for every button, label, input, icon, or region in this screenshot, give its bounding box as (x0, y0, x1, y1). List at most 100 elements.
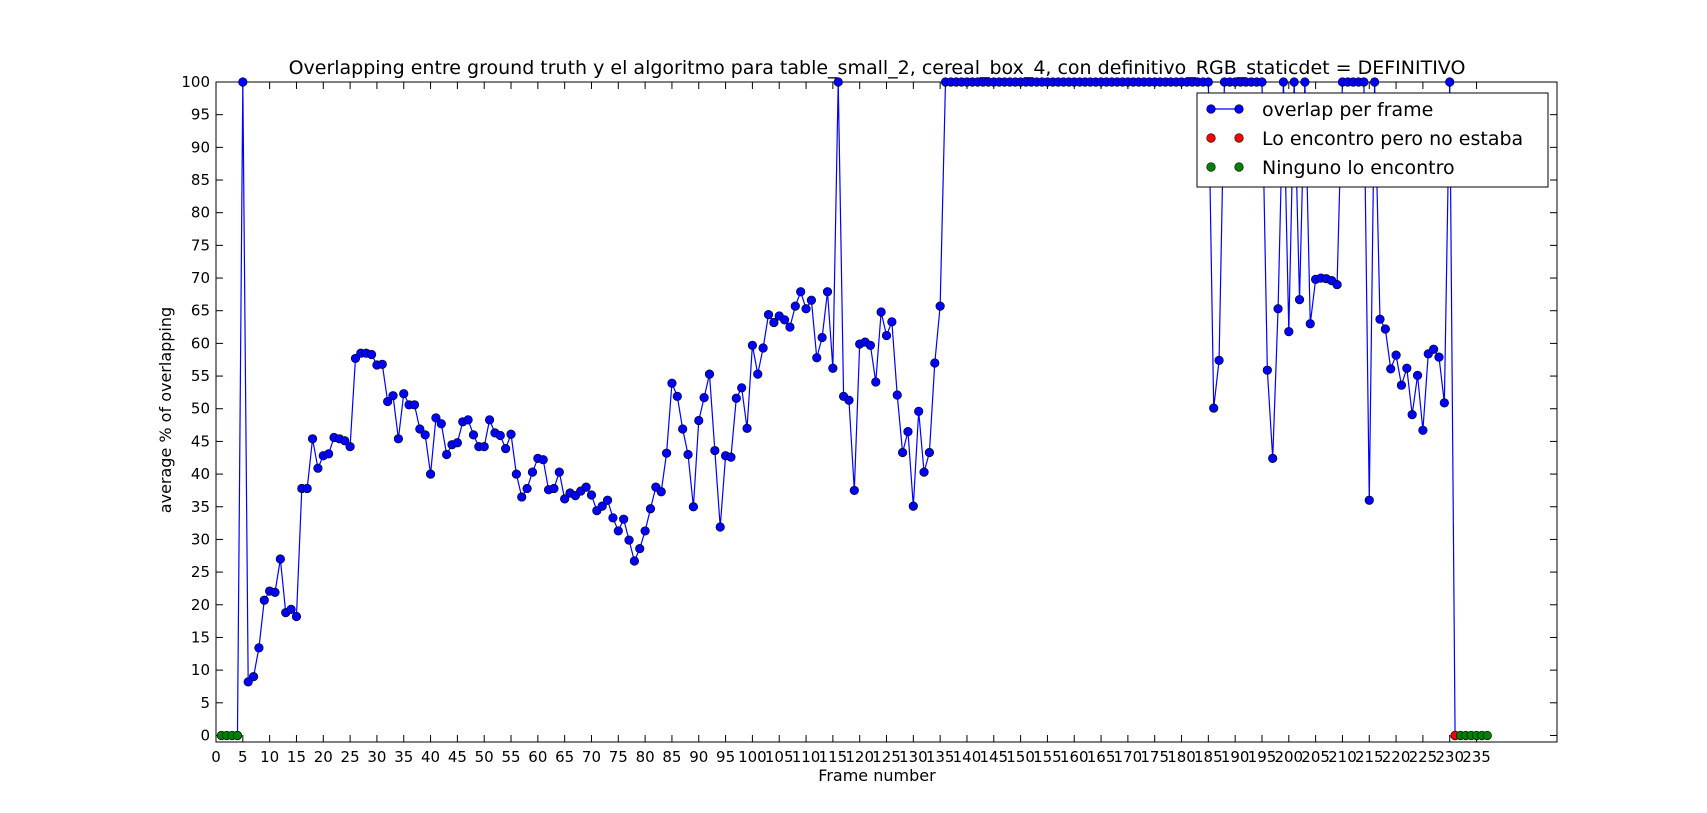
x-tick-label: 30 (367, 748, 386, 766)
data-point (892, 390, 902, 400)
data-point (232, 730, 243, 741)
data-point (586, 490, 597, 500)
data-point (747, 340, 758, 350)
data-point (1273, 304, 1283, 314)
data-point (881, 330, 892, 341)
chart-title: Overlapping entre ground truth y el algo… (289, 57, 1466, 79)
y-tick-label: 30 (191, 530, 210, 548)
x-tick-label: 160 (1060, 748, 1089, 766)
data-point (431, 413, 441, 423)
data-point (495, 430, 505, 441)
data-point (270, 587, 280, 597)
x-tick-label: 20 (314, 748, 333, 766)
data-point (388, 391, 398, 401)
data-point (1294, 295, 1305, 305)
data-point (801, 304, 811, 314)
data-point (930, 358, 940, 368)
data-point (1214, 355, 1224, 365)
x-tick-label: 60 (528, 748, 547, 766)
y-tick-label: 75 (191, 236, 210, 254)
data-point (425, 469, 436, 479)
x-tick-label: 70 (582, 748, 601, 766)
data-point (822, 287, 833, 297)
data-point (1412, 370, 1423, 381)
data-point (1418, 425, 1428, 435)
data-point (1203, 77, 1213, 87)
data-point (238, 77, 248, 87)
x-tick-label: 185 (1194, 748, 1223, 766)
data-point (796, 287, 806, 297)
y-tick-label: 95 (191, 106, 210, 124)
x-tick-label: 65 (555, 748, 574, 766)
data-point (409, 400, 420, 410)
data-point (1375, 314, 1385, 324)
y-tick-label: 15 (191, 628, 210, 646)
data-point (667, 378, 677, 388)
y-tick-label: 45 (191, 432, 210, 450)
x-tick-label: 50 (475, 748, 494, 766)
x-tick-label: 175 (1140, 748, 1169, 766)
x-tick-label: 190 (1221, 748, 1250, 766)
y-tick-label: 70 (191, 269, 210, 287)
data-point (527, 467, 538, 477)
series-2 (216, 730, 1492, 741)
data-point (442, 449, 452, 460)
data-point (1396, 380, 1407, 390)
data-point (511, 469, 521, 479)
y-tick-label: 5 (200, 694, 210, 712)
data-point (1434, 352, 1444, 362)
data-point (753, 369, 763, 379)
data-point (1380, 324, 1390, 334)
x-tick-label: 35 (394, 748, 413, 766)
data-point (828, 363, 838, 373)
data-point (313, 463, 323, 473)
x-tick-label: 10 (260, 748, 279, 766)
data-point (479, 442, 489, 452)
legend-marker (1206, 133, 1216, 143)
x-tick-label: 170 (1114, 748, 1143, 766)
data-point (393, 434, 403, 444)
data-point (876, 307, 886, 317)
data-point (452, 438, 462, 448)
data-point (1407, 410, 1417, 420)
x-tick-label: 215 (1355, 748, 1384, 766)
x-tick-label: 25 (341, 748, 360, 766)
plot-area: 0510152025303540455055606570758085909510… (181, 73, 1558, 766)
data-point (1429, 344, 1439, 354)
y-tick-label: 85 (191, 171, 210, 189)
data-point (468, 430, 479, 440)
data-point (629, 556, 639, 566)
data-point (908, 501, 918, 511)
legend-label: overlap per frame (1262, 99, 1433, 121)
data-point (1359, 77, 1369, 87)
x-tick-label: 155 (1033, 748, 1062, 766)
x-tick-label: 45 (448, 748, 467, 766)
data-point (383, 396, 393, 407)
data-point (1370, 77, 1380, 87)
data-point (1257, 77, 1267, 87)
legend: overlap per frame Lo encontro pero no est… (1196, 92, 1549, 188)
x-tick-label: 15 (287, 748, 306, 766)
data-point (1332, 279, 1342, 290)
data-point (286, 604, 296, 614)
data-point (1268, 453, 1278, 463)
data-point (635, 543, 645, 554)
data-point (506, 429, 516, 439)
data-point (833, 77, 843, 87)
data-point (1386, 364, 1396, 374)
data-point (865, 340, 876, 350)
data-point (254, 643, 264, 653)
x-tick-label: 40 (421, 748, 440, 766)
x-tick-label: 115 (819, 748, 848, 766)
data-point (731, 393, 741, 403)
x-tick-label: 165 (1087, 748, 1116, 766)
y-tick-label: 35 (191, 498, 210, 516)
data-point (1391, 350, 1401, 360)
data-point (291, 611, 302, 622)
data-point (560, 494, 570, 504)
data-point (1445, 77, 1455, 87)
x-tick-label: 210 (1328, 748, 1357, 766)
x-tick-label: 130 (899, 748, 928, 766)
legend-marker (1206, 104, 1216, 114)
data-point (1300, 77, 1310, 87)
